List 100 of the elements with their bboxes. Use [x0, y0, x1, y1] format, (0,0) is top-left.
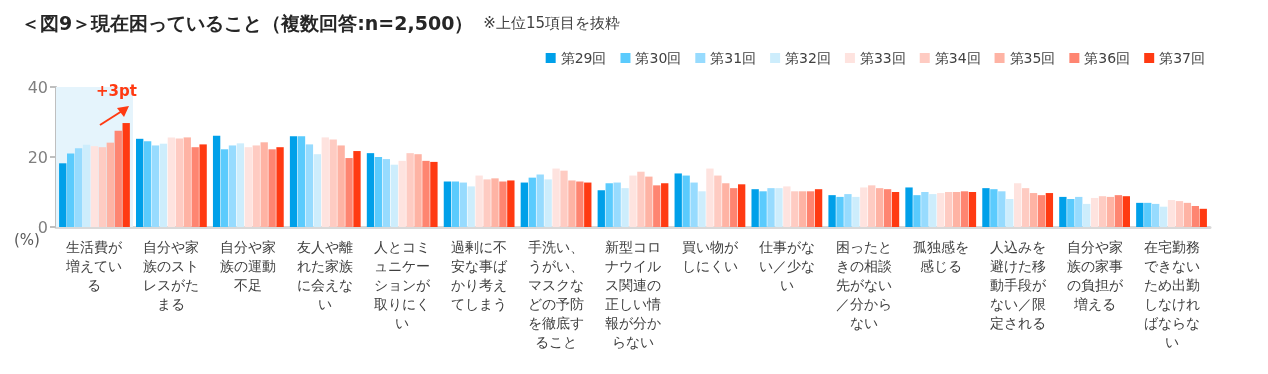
x-tick-label: 人込みを避けた移動手段がない／限定される [989, 238, 1047, 331]
bar [321, 137, 329, 227]
bar [929, 194, 937, 227]
bar [775, 188, 783, 227]
bar [637, 171, 645, 227]
x-tick-label: 人とコミュニケーションが取りにくい [374, 238, 432, 331]
legend-label: 第33回 [859, 50, 906, 66]
legend-label: 第37回 [1159, 50, 1206, 66]
bar [212, 135, 221, 227]
bar [390, 164, 398, 227]
legend-label: 第36回 [1084, 50, 1131, 66]
x-tick-label: 買い物がしにくい [681, 238, 739, 274]
bar [806, 191, 815, 227]
bar [220, 149, 229, 227]
bar [751, 189, 759, 227]
bar [276, 147, 284, 227]
bar [398, 160, 406, 227]
bar [1106, 196, 1115, 227]
bar [406, 153, 414, 227]
bar [568, 180, 576, 227]
bar [722, 183, 730, 227]
bar [1083, 203, 1091, 227]
bar [682, 175, 690, 227]
bar [937, 193, 945, 227]
bar [430, 161, 438, 227]
bar [706, 168, 714, 227]
bar [860, 187, 868, 227]
bar [868, 185, 876, 227]
bar [1122, 196, 1130, 227]
bar [982, 188, 990, 227]
bar [183, 137, 191, 227]
bar [852, 196, 860, 227]
bar [260, 142, 268, 227]
bar [552, 168, 560, 227]
bar [1006, 199, 1014, 227]
bar [82, 144, 91, 227]
bar [629, 175, 637, 227]
legend-label: 第32回 [785, 50, 831, 66]
x-tick-label: 孤独感を感じる [912, 238, 969, 274]
bar [459, 182, 467, 227]
bar [1183, 202, 1192, 227]
bar [305, 144, 314, 227]
bar [661, 183, 669, 227]
x-tick-label: 在宅勤務できないため出勤しなければならない [1143, 238, 1200, 350]
bar [520, 182, 529, 227]
bar [767, 188, 775, 227]
bar [998, 191, 1006, 227]
bar [597, 190, 605, 227]
bar [374, 157, 383, 227]
bar [690, 182, 698, 227]
bar [467, 186, 475, 227]
bar [544, 179, 552, 227]
x-tick-label: 新型コロナウイルス関連の正しい情報が分からない [605, 238, 661, 350]
x-tick-label: 自分や家族の家事の負担が増える [1066, 238, 1124, 312]
bar [244, 147, 252, 227]
bar [499, 181, 507, 227]
annotation: +3pt [95, 82, 137, 100]
bar [799, 191, 807, 227]
bar [836, 196, 844, 227]
x-tick-label: 仕事がない／少ない [757, 238, 815, 293]
bar [191, 147, 199, 227]
legend-label: 第31回 [710, 50, 757, 66]
bar [483, 179, 491, 227]
bar [491, 178, 499, 227]
bar [1014, 183, 1022, 227]
bar [475, 175, 483, 227]
x-tick-label: 自分や家族の運動不足 [220, 238, 277, 293]
bar [289, 136, 298, 227]
bar [143, 141, 152, 227]
x-tick-label: 生活費が増えている [65, 238, 124, 293]
y-tick-label: 0 [37, 217, 48, 237]
bar [1090, 197, 1099, 227]
bar [228, 145, 237, 227]
bar [175, 138, 183, 227]
bar [329, 139, 337, 227]
bar [1037, 195, 1046, 227]
bar [814, 189, 823, 227]
bar [921, 192, 929, 227]
bar [74, 148, 83, 227]
bar [451, 181, 460, 227]
bar [653, 185, 661, 227]
bar [891, 192, 900, 227]
x-tick-label: 手洗い、うがい、マスクなどの予防を徹底すること [528, 238, 585, 350]
bar [1059, 196, 1067, 227]
bar [313, 154, 322, 227]
bar [905, 187, 913, 227]
bar [645, 176, 653, 227]
bar [67, 153, 75, 227]
bar [1114, 195, 1123, 227]
bar [268, 149, 276, 227]
bar [730, 188, 738, 227]
bar [151, 145, 160, 227]
bar [913, 195, 921, 227]
bar [1067, 199, 1075, 227]
bar [952, 192, 961, 227]
bar [98, 147, 107, 227]
y-tick-label: 20 [27, 147, 48, 167]
bar [122, 123, 130, 227]
bar [1029, 193, 1038, 227]
bar [1075, 196, 1083, 227]
